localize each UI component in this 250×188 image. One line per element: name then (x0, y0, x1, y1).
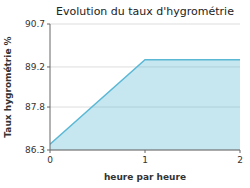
x-tick-label: 1 (142, 155, 148, 165)
y-tick (47, 24, 50, 25)
x-tick (145, 150, 146, 153)
plot-area (50, 60, 240, 150)
line (50, 60, 240, 144)
x-tick-label: 0 (47, 155, 53, 165)
y-tick (47, 66, 50, 67)
x-tick (240, 150, 241, 153)
y-axis-label: Taux hygrométrie % (3, 36, 13, 137)
y-tick-label: 89.2 (25, 62, 45, 72)
x-tick (50, 150, 51, 153)
area (50, 60, 240, 150)
chart: 86.3 87.8 89.2 90.7 0 1 2 Evolution du taux d'h… (0, 0, 250, 188)
y-tick (47, 107, 50, 108)
title: Evolution du taux d'hygrométrie (56, 5, 234, 18)
x-tick-label: 2 (237, 155, 243, 165)
grid-line (50, 24, 240, 25)
x-axis-label: heure par heure (104, 172, 186, 182)
y-tick-label: 87.8 (25, 102, 45, 112)
y-axis-line (50, 24, 51, 150)
y-tick-label: 86.3 (25, 145, 45, 155)
y-tick-label: 90.7 (25, 19, 45, 29)
